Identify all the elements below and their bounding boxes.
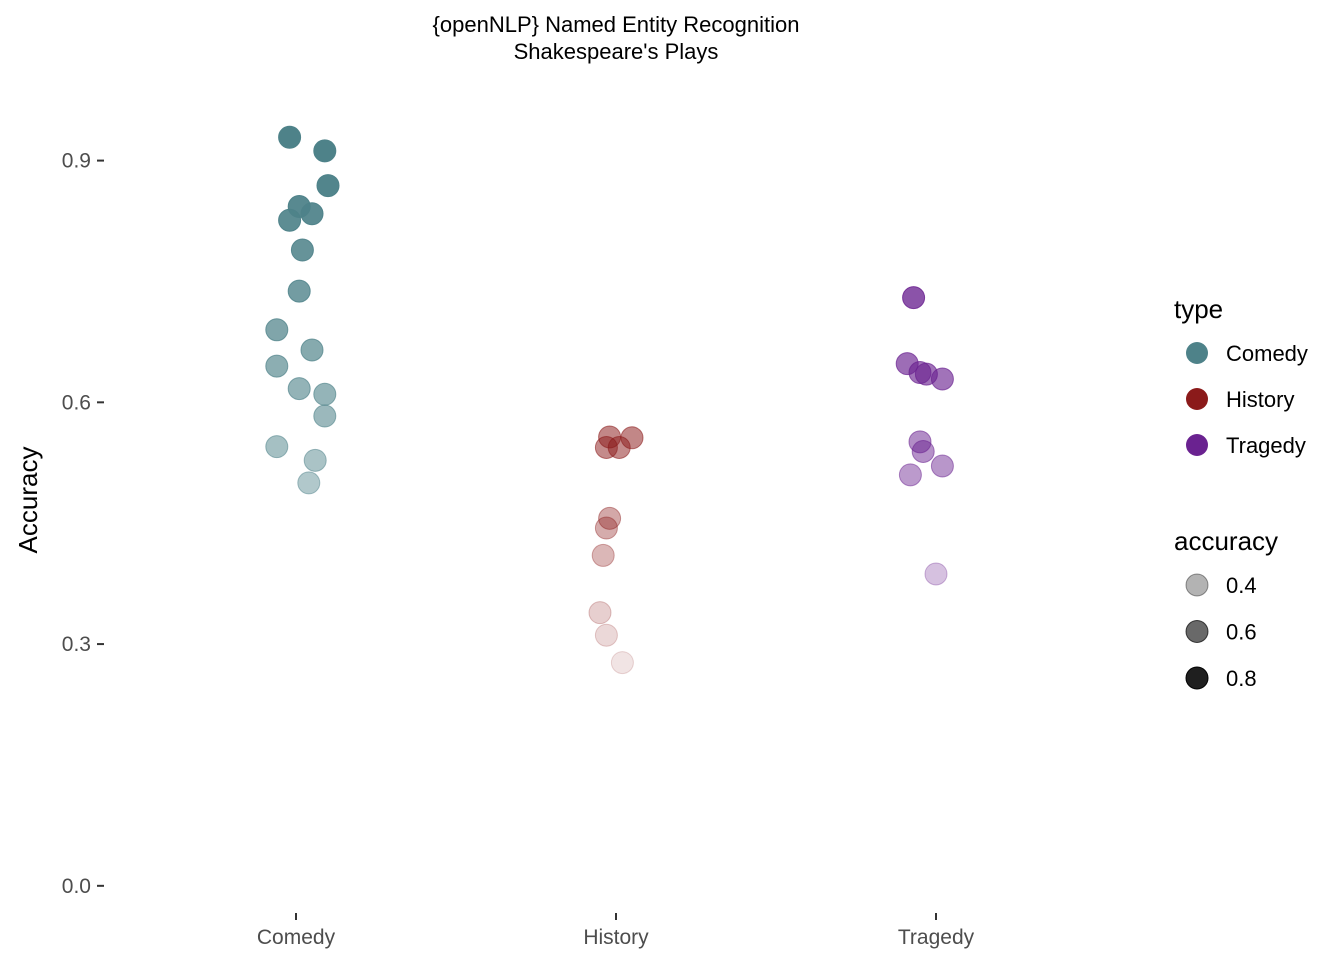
chart-subtitle: Shakespeare's Plays <box>514 39 719 64</box>
point-comedy <box>265 354 289 378</box>
legend-label-tragedy: Tragedy <box>1226 433 1306 458</box>
legend-key-tragedy <box>1186 434 1208 456</box>
y-tick-label: 0.3 <box>62 633 91 656</box>
point-comedy <box>278 125 302 149</box>
point-comedy <box>290 238 314 262</box>
y-axis: 0.0 0.3 0.6 0.9 <box>62 150 104 898</box>
point-history <box>594 516 618 540</box>
y-tick-label: 0.0 <box>62 875 91 898</box>
point-comedy <box>287 377 311 401</box>
x-tick-label-tragedy: Tragedy <box>898 926 975 949</box>
point-history <box>607 435 631 459</box>
point-tragedy <box>898 463 922 487</box>
legend-key-history <box>1186 388 1208 410</box>
point-tragedy <box>902 286 926 310</box>
point-history <box>610 651 634 675</box>
point-comedy <box>313 139 337 163</box>
point-tragedy <box>911 439 935 463</box>
legend-key-accuracy <box>1185 620 1209 643</box>
data-points <box>265 125 954 675</box>
point-comedy <box>287 279 311 303</box>
legend-key-comedy <box>1186 342 1208 364</box>
legend-label-comedy: Comedy <box>1226 341 1308 366</box>
x-tick-label-history: History <box>583 926 649 949</box>
point-comedy <box>300 202 324 226</box>
y-axis-title: Accuracy <box>13 447 43 554</box>
point-comedy <box>297 471 321 495</box>
legend-label-history: History <box>1226 387 1294 412</box>
legend-accuracy-items: 0.4 0.6 0.8 <box>1185 573 1257 691</box>
point-comedy <box>316 174 340 198</box>
point-comedy <box>265 435 289 459</box>
legend-type-items: Comedy History Tragedy <box>1186 341 1308 458</box>
point-history <box>594 623 618 647</box>
point-tragedy <box>924 562 948 586</box>
y-tick-label: 0.6 <box>62 391 91 414</box>
point-comedy <box>303 448 327 472</box>
legend-label-accuracy: 0.6 <box>1226 620 1257 645</box>
point-tragedy <box>930 367 954 391</box>
point-comedy <box>313 404 337 428</box>
legend-label-accuracy: 0.8 <box>1226 666 1257 691</box>
point-comedy <box>313 382 337 406</box>
y-tick-label: 0.9 <box>62 150 91 173</box>
point-comedy <box>278 208 302 232</box>
chart-title: {openNLP} Named Entity Recognition <box>433 12 800 37</box>
point-history <box>591 543 615 567</box>
legend-label-accuracy: 0.4 <box>1226 573 1257 598</box>
point-comedy <box>300 338 324 362</box>
legend-accuracy-title: accuracy <box>1174 526 1278 556</box>
legend-type-title: type <box>1174 294 1223 324</box>
point-history <box>588 601 612 625</box>
point-tragedy <box>930 454 954 478</box>
point-history <box>598 506 622 530</box>
x-axis: Comedy History Tragedy <box>257 913 975 949</box>
legend-key-accuracy <box>1185 666 1209 690</box>
point-tragedy <box>908 430 932 454</box>
x-tick-label-comedy: Comedy <box>257 926 336 949</box>
point-comedy <box>265 318 289 342</box>
legend-key-accuracy <box>1185 573 1209 597</box>
